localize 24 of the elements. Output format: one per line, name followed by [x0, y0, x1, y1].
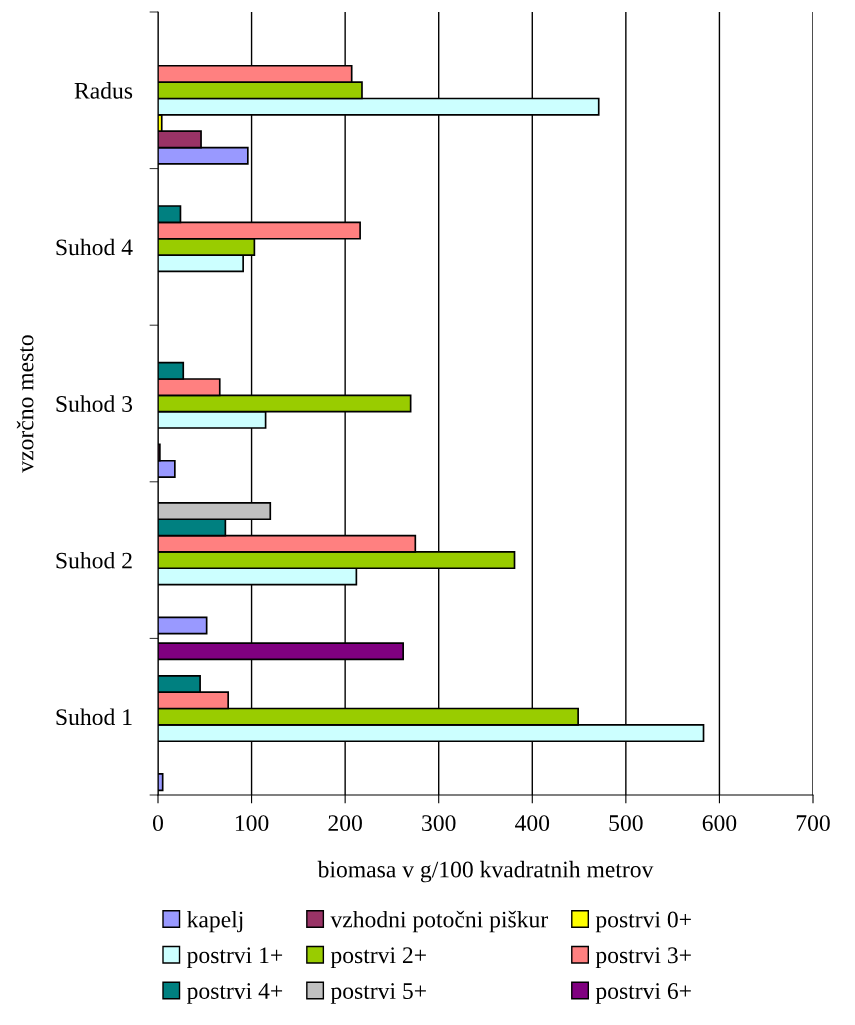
- legend-label: postrvi 5+: [330, 983, 426, 1004]
- x-tick-label: 200: [328, 815, 362, 832]
- x-tick-label: 700: [796, 815, 830, 832]
- x-axis-title: biomasa v g/100 kvadratnih metrov: [317, 860, 654, 883]
- x-tick-label: 100: [235, 815, 269, 832]
- legend-label: postrvi 2+: [330, 947, 426, 969]
- legend-label: postrvi 4+: [186, 983, 283, 1004]
- legend-label: vzhodni potočni piškur: [330, 910, 548, 933]
- x-tick-label: 300: [422, 815, 456, 832]
- y-tick-label: Radus: [74, 82, 133, 99]
- x-tick-label: 600: [702, 815, 737, 832]
- y-tick-label: Suhod 4: [56, 238, 133, 256]
- legend-label: postrvi 3+: [595, 947, 691, 969]
- legend-label: postrvi 1+: [186, 947, 283, 969]
- x-tick-label: 0: [153, 815, 163, 832]
- y-tick-label: Suhod 2: [56, 551, 132, 569]
- legend-label: postrvi 0+: [595, 911, 691, 933]
- y-axis-title: vzorčno mesto: [16, 335, 34, 473]
- legend-label: postrvi 6+: [595, 983, 691, 1004]
- y-tick-label: Suhod 1: [56, 708, 132, 726]
- y-tick-label: Suhod 3: [56, 395, 133, 412]
- x-tick-label: 400: [515, 815, 550, 832]
- x-tick-label: 500: [609, 815, 643, 832]
- legend-label: kapelj: [187, 910, 243, 933]
